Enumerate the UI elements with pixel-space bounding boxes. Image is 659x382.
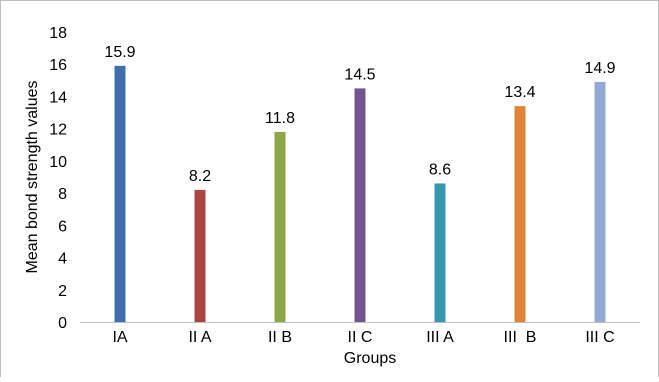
y-axis-ticks: 0 2 4 6 8 10 12 14 16 18 (49, 25, 67, 332)
data-label: 8.2 (189, 168, 211, 185)
y-tick-label: 12 (49, 122, 67, 139)
bars (114, 65, 606, 322)
x-tick-label: III B (504, 329, 537, 346)
data-label: 11.8 (265, 110, 295, 127)
y-tick-label: 8 (58, 186, 67, 203)
y-tick-label: 4 (58, 251, 67, 268)
x-tick-label: II C (348, 329, 373, 346)
x-axis-ticks: IA II A II B II C III A III B III C (112, 329, 614, 346)
y-axis-title: Mean bond strength values (24, 80, 41, 273)
bar (514, 106, 526, 322)
y-tick-label: 18 (49, 25, 67, 42)
bar (434, 183, 446, 322)
y-tick-label: 14 (49, 89, 67, 106)
x-axis-title: Groups (344, 350, 396, 367)
data-label: 15.9 (104, 44, 135, 61)
data-label: 8.6 (429, 161, 451, 178)
y-tick-label: 6 (58, 218, 67, 235)
x-tick-label: II B (268, 329, 292, 346)
data-label: 14.5 (344, 66, 375, 83)
y-tick-label: 2 (58, 283, 67, 300)
bar (594, 81, 606, 322)
y-tick-label: 0 (58, 315, 67, 332)
bar (354, 88, 366, 322)
y-tick-label: 10 (49, 154, 67, 171)
data-label: 14.9 (584, 60, 615, 77)
x-tick-label: IA (112, 329, 127, 346)
bar (114, 65, 126, 322)
bar (194, 189, 206, 322)
y-tick-label: 16 (49, 57, 67, 74)
x-tick-label: III C (585, 329, 614, 346)
data-label: 13.4 (504, 84, 535, 101)
data-labels: 15.9 8.2 11.8 14.5 8.6 13.4 14.9 (104, 44, 615, 185)
x-tick-label: II A (188, 329, 211, 346)
bar (274, 131, 286, 322)
x-tick-label: III A (426, 329, 454, 346)
